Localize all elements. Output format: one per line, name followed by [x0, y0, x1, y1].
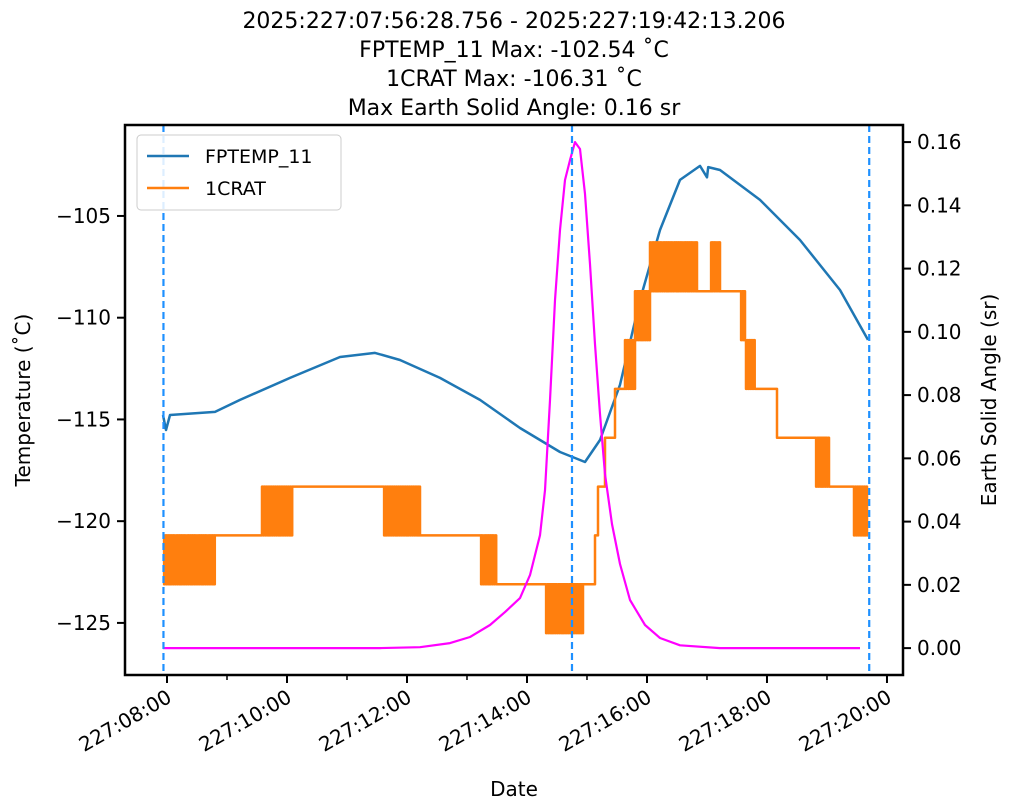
series-line-earth-solid-angle [163, 141, 860, 650]
y-left-tick-label: −110 [56, 306, 111, 330]
y-right-tick-label: 0.14 [917, 193, 962, 217]
chart-title: 2025:227:07:56:28.756 - 2025:227:19:42:1… [242, 9, 785, 121]
y-axis-left-label: Temperature (˚C) [11, 314, 35, 488]
x-tick-label: 227:16:00 [555, 685, 656, 757]
y-right-tick-label: 0.08 [917, 383, 962, 407]
y-right-tick-label: 0.00 [917, 636, 962, 660]
plot-frame [123, 123, 905, 677]
y-right-tick-label: 0.10 [917, 320, 962, 344]
title-line-3: 1CRAT Max: -106.31 ˚C [386, 67, 642, 92]
title-line-4: Max Earth Solid Angle: 0.16 sr [348, 96, 682, 121]
x-axis-label: Date [490, 777, 538, 801]
series-line-fptemp-11 [161, 164, 870, 464]
x-tick-label: 227:10:00 [195, 685, 296, 757]
y-left-tick-label: −125 [56, 611, 111, 635]
x-tick-label: 227:14:00 [435, 685, 536, 757]
series-line-1crat [162, 241, 869, 635]
plot-area [161, 125, 871, 675]
y-left-tick-label: −105 [56, 204, 111, 228]
legend-label-fptemp: FPTEMP_11 [205, 146, 313, 168]
y-right-tick-label: 0.04 [917, 510, 962, 534]
legend-label-1crat: 1CRAT [205, 178, 266, 200]
x-tick-label: 227:18:00 [675, 685, 776, 757]
y-right-tick-label: 0.06 [917, 446, 962, 470]
y-left-tick-label: −120 [56, 509, 111, 533]
x-tick-label: 227:08:00 [75, 685, 176, 757]
y-right-tick-label: 0.12 [917, 257, 962, 281]
y-right-tick-label: 0.16 [917, 130, 962, 154]
title-line-2: FPTEMP_11 Max: -102.54 ˚C [359, 38, 669, 63]
legend: FPTEMP_11 1CRAT [136, 134, 342, 211]
title-line-1: 2025:227:07:56:28.756 - 2025:227:19:42:1… [242, 9, 785, 34]
legend-box [136, 134, 342, 211]
x-tick-label: 227:20:00 [795, 685, 896, 757]
y-axis-right-label: Earth Solid Angle (sr) [977, 294, 1001, 507]
x-tick-label: 227:12:00 [315, 685, 416, 757]
y-right-tick-label: 0.02 [917, 573, 962, 597]
y-left-tick-label: −115 [56, 407, 111, 431]
